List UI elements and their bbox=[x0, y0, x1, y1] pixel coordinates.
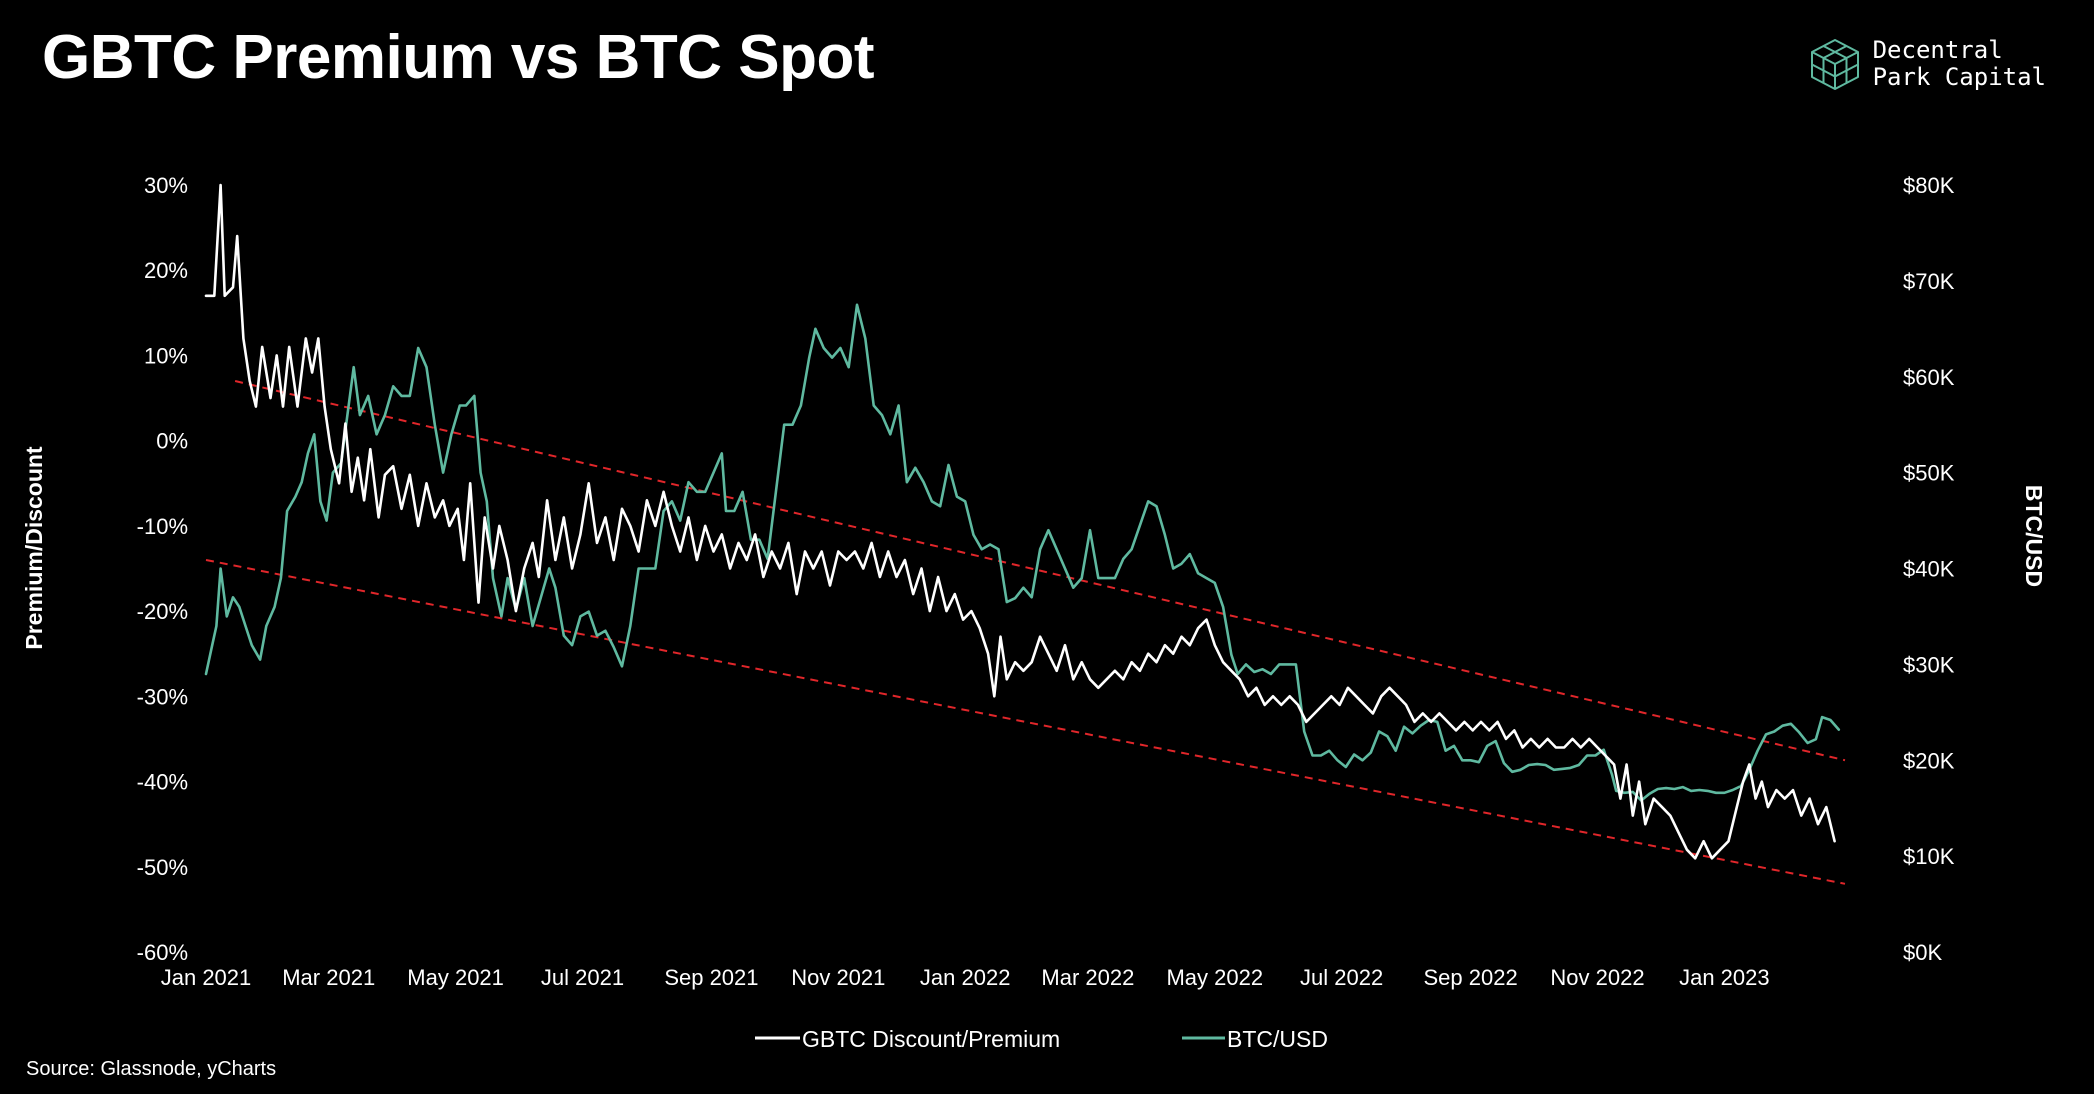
left-tick-label: -20% bbox=[137, 599, 188, 624]
x-axis-tick-labels: Jan 2021 Mar 2021 May 2021 Jul 2021 Sep 2021… bbox=[161, 965, 1770, 990]
legend: GBTC Discount/Premium BTC/USD bbox=[755, 1026, 1328, 1052]
left-tick-label: -40% bbox=[137, 770, 188, 795]
trend-channel-lines bbox=[205, 380, 1846, 885]
right-tick-label: $60K bbox=[1903, 365, 1955, 390]
right-tick-label: $10K bbox=[1903, 844, 1955, 869]
x-tick-label: Jan 2021 bbox=[161, 965, 252, 990]
series-line-gbtc-premium bbox=[204, 183, 1836, 860]
right-axis-tick-labels: $80K $70K $60K $50K $40K $30K $20K $10K $0K bbox=[1903, 173, 1955, 965]
legend-label-btc: BTC/USD bbox=[1227, 1026, 1328, 1052]
left-tick-label: -60% bbox=[137, 940, 188, 965]
trend-channel-upper-line bbox=[234, 380, 1846, 762]
right-tick-label: $50K bbox=[1903, 461, 1955, 486]
page-title: GBTC Premium vs BTC Spot bbox=[42, 23, 875, 92]
x-tick-label: Jan 2022 bbox=[920, 965, 1011, 990]
left-tick-label: -50% bbox=[137, 855, 188, 880]
trend-channel-lower-line bbox=[205, 558, 1846, 885]
brand-logo-block: Decentral Park Capital bbox=[1807, 36, 2046, 92]
right-axis-label: BTC/USD bbox=[2021, 485, 2047, 587]
x-tick-label: Jul 2021 bbox=[541, 965, 624, 990]
left-tick-label: 30% bbox=[144, 173, 188, 198]
legend-item-btc: BTC/USD bbox=[1182, 1026, 1328, 1052]
left-axis-label: Premium/Discount bbox=[21, 446, 47, 650]
right-tick-label: $70K bbox=[1903, 269, 1955, 294]
series-lines bbox=[204, 183, 1841, 860]
source-note: Source: Glassnode, yCharts bbox=[26, 1058, 277, 1080]
x-tick-label: Nov 2021 bbox=[791, 965, 885, 990]
x-tick-label: Sep 2022 bbox=[1424, 965, 1518, 990]
left-tick-label: 10% bbox=[144, 343, 188, 368]
right-tick-label: $20K bbox=[1903, 748, 1955, 773]
x-tick-label: May 2022 bbox=[1166, 965, 1263, 990]
left-tick-label: -30% bbox=[137, 684, 188, 709]
cube-outline-icon bbox=[1810, 39, 1859, 90]
legend-label-gbtc: GBTC Discount/Premium bbox=[802, 1026, 1060, 1052]
x-tick-label: Mar 2021 bbox=[282, 965, 375, 990]
left-tick-label: -10% bbox=[137, 514, 188, 539]
left-axis-tick-labels: 30% 20% 10% 0% -10% -20% -30% -40% -50% -60% bbox=[137, 173, 188, 965]
right-tick-label: $80K bbox=[1903, 173, 1955, 198]
x-tick-label: Jan 2023 bbox=[1679, 965, 1770, 990]
x-tick-label: Mar 2022 bbox=[1041, 965, 1134, 990]
right-tick-label: $30K bbox=[1903, 652, 1955, 677]
brand-name-line2: Park Capital bbox=[1872, 63, 2046, 91]
x-tick-label: Jul 2022 bbox=[1300, 965, 1383, 990]
right-tick-label: $40K bbox=[1903, 557, 1955, 582]
x-tick-label: Sep 2021 bbox=[664, 965, 758, 990]
legend-item-gbtc: GBTC Discount/Premium bbox=[755, 1026, 1060, 1052]
series-line-btc-usd bbox=[204, 303, 1841, 802]
brand-name-line1: Decentral bbox=[1872, 36, 2003, 64]
left-tick-label: 20% bbox=[144, 258, 188, 283]
right-tick-label: $0K bbox=[1903, 940, 1942, 965]
left-tick-label: 0% bbox=[156, 429, 188, 454]
x-tick-label: May 2021 bbox=[407, 965, 504, 990]
x-tick-label: Nov 2022 bbox=[1550, 965, 1644, 990]
brand-name: Decentral Park Capital bbox=[1873, 37, 2046, 91]
